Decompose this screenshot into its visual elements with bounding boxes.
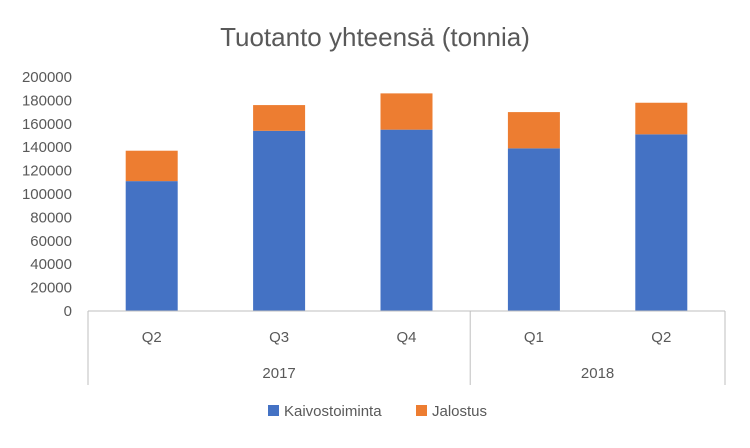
y-tick-label: 40000 [30,256,72,273]
y-tick-label: 140000 [22,139,72,156]
y-tick-label: 0 [64,303,72,320]
x-group-label: 2018 [581,365,614,382]
y-tick-label: 200000 [22,69,72,86]
x-category-label: Q2 [142,329,162,346]
bar-segment-jalostus [125,150,178,182]
legend-label: Kaivostoiminta [284,403,382,420]
bar-segment-kaivostoiminta [380,129,433,311]
x-category-label: Q4 [396,329,416,346]
x-category-label: Q3 [269,329,289,346]
y-tick-label: 80000 [30,209,72,226]
legend-swatch [416,405,427,416]
bar-segment-jalostus [380,93,433,130]
y-tick-label: 20000 [30,280,72,297]
x-category-label: Q1 [524,329,544,346]
legend-swatch [268,405,279,416]
y-tick-label: 100000 [22,186,72,203]
y-tick-label: 60000 [30,233,72,250]
bar-segment-jalostus [507,112,560,149]
bars [125,93,688,311]
x-group-label: 2017 [262,365,295,382]
y-axis: 0 20000 40000 60000 80000 100000 120000 140000 1… [22,69,72,320]
chart-title: Tuotanto yhteensä (tonnia) [220,22,530,52]
bar-segment-kaivostoiminta [125,181,178,311]
bar-segment-kaivostoiminta [253,130,306,311]
y-tick-label: 120000 [22,163,72,180]
bar-segment-kaivostoiminta [507,148,560,311]
legend-label: Jalostus [432,403,487,420]
bar-segment-jalostus [253,105,306,131]
legend: Kaivostoiminta Jalostus [268,403,487,420]
bar-segment-kaivostoiminta [635,134,688,311]
y-tick-label: 180000 [22,92,72,109]
bar-segment-jalostus [635,102,688,135]
x-axis: Q2 Q3 Q4 Q1 Q2 2017 2018 [87,310,726,385]
y-tick-label: 160000 [22,116,72,133]
x-category-label: Q2 [651,329,671,346]
